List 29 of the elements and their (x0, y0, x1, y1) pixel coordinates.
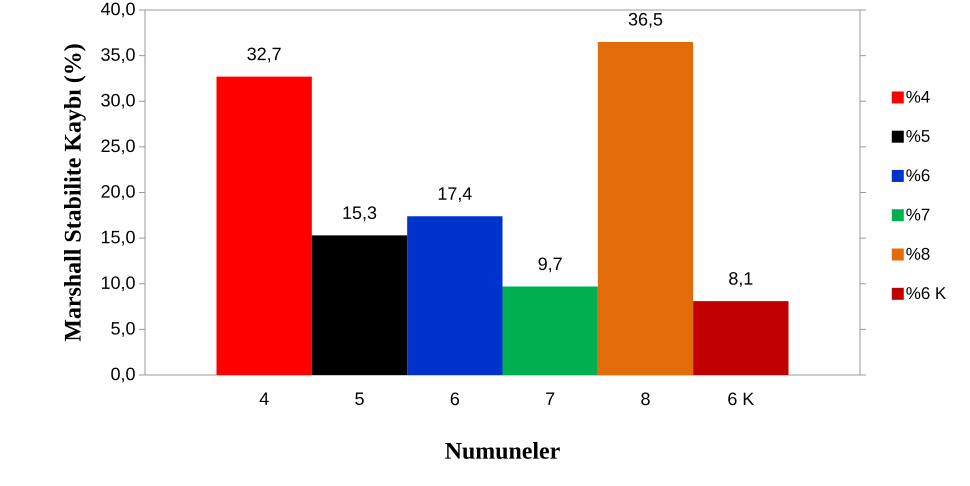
data-label: 32,7 (247, 48, 281, 62)
x-tick-label: 8 (641, 392, 650, 406)
data-label: 8,1 (729, 272, 752, 287)
legend-label: %7 (906, 208, 930, 220)
legend-label: %6 K (906, 287, 946, 300)
x-axis-title: Numuneler (445, 442, 560, 459)
y-tick-label: 5,0 (111, 322, 135, 337)
x-tick-label: 6 (450, 392, 460, 406)
y-tick-label: 10,0 (102, 276, 135, 292)
legend-label: %4 (906, 90, 930, 103)
x-tick-label: 7 (546, 392, 554, 405)
y-tick-label: 30,0 (101, 94, 135, 109)
x-tick-label: 4 (260, 392, 269, 405)
legend-label: %6 (906, 169, 930, 182)
data-label: 17,4 (438, 187, 472, 202)
legend-label: %8 (906, 248, 930, 260)
y-tick-label: 15,0 (102, 230, 135, 246)
data-label: 15,3 (343, 206, 376, 222)
legend-label: %5 (906, 130, 930, 142)
y-axis-title: Marshall Stabilite Kaybı (%) (64, 44, 86, 342)
y-tick-label: 40,0 (100, 2, 135, 18)
data-label: 9,7 (538, 257, 562, 272)
data-label: 36,5 (628, 12, 662, 28)
x-tick-label: 6 K (728, 392, 754, 406)
y-tick-label: 20,0 (101, 185, 135, 200)
x-tick-label: 5 (355, 392, 364, 406)
y-tick-label: 0,0 (111, 368, 135, 382)
y-tick-label: 35,0 (101, 48, 135, 64)
y-tick-label: 25,0 (101, 139, 135, 154)
